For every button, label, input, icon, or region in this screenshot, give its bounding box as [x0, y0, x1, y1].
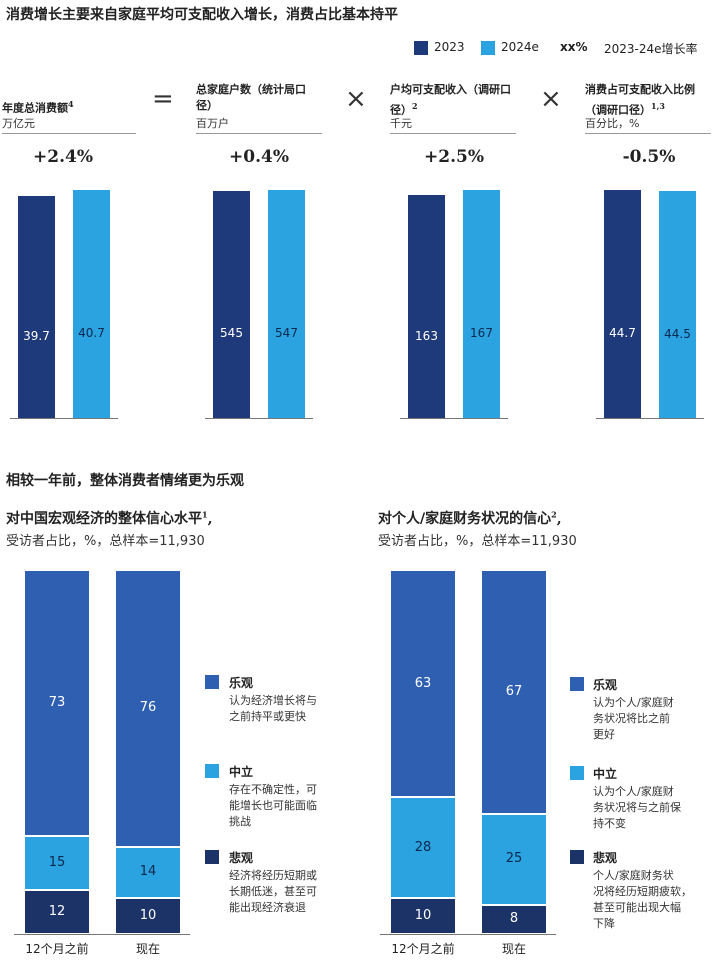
- macro-legend-desc-optimistic: 认为经济增长将与 之前持平或更快: [229, 694, 317, 723]
- section2-title: 相较一年前，整体消费者情绪更为乐观: [6, 473, 244, 489]
- chart4-title: 消费占可支配收入比例（调研口径）1,3: [585, 83, 695, 117]
- finance-segment-label-2-0: 10: [414, 907, 432, 923]
- macro-category-label-1: 现在: [135, 942, 160, 956]
- finance-segment-2-1: [482, 905, 546, 933]
- macro-segment-1-1: [116, 847, 180, 897]
- finance-segment-1-1: [482, 814, 546, 904]
- finance-legend-label-neutral: 中立: [593, 767, 618, 781]
- chart4-bar-label-2024e: 44.5: [664, 326, 691, 341]
- macro-segment-1-0: [25, 836, 89, 890]
- legend-swatch-2023: [414, 41, 428, 55]
- chart3-bar-2023: [408, 195, 445, 418]
- finance-segment-0-0: [391, 571, 455, 797]
- chart1-unit: 万亿元: [2, 117, 35, 130]
- chart1-axis: [10, 418, 118, 419]
- macro-segment-label-0-0: 73: [48, 694, 66, 710]
- chart2-bar-2024e: [268, 190, 305, 418]
- finance-segment-label-1-1: 25: [505, 851, 523, 867]
- finance-segment-2-0: [391, 898, 455, 933]
- finance-segment-label-1-0: 28: [414, 839, 432, 855]
- macro-segment-0-0: [25, 571, 89, 835]
- chart3-bar-2024e: [463, 190, 500, 418]
- chart2-bar-label-2023: 545: [220, 326, 243, 341]
- legend-growth-marker: xx%: [560, 40, 588, 54]
- chart1-bar-label-2023: 39.7: [23, 328, 50, 343]
- finance-category-label-0: 12个月之前: [391, 942, 455, 956]
- chart1-rule: [2, 133, 136, 134]
- page-title: 消费增长主要来自家庭平均可支配收入增长，消费占比基本持平: [6, 7, 398, 23]
- finance-legend-desc-neutral: 认为个人/家庭财 务状况将与之前保 持不变: [593, 785, 681, 830]
- chart1-bar-2024e: [73, 190, 110, 418]
- chart2-title: 总家庭户数（统计局口径）: [196, 83, 306, 112]
- chart3-unit: 千元: [390, 117, 412, 130]
- macro-legend-swatch-neutral: [205, 764, 219, 778]
- macro-chart-axis: [14, 934, 190, 935]
- chart4-bar-label-2023: 44.7: [609, 326, 636, 340]
- chart1-bar-2023: [18, 195, 55, 418]
- finance-legend-desc-optimistic: 认为个人/家庭财 务状况将比之前 更好: [593, 696, 674, 741]
- chart4-growth: -0.5%: [622, 147, 676, 167]
- chart3-title: 户均可支配收入（调研口径）2: [390, 83, 511, 117]
- chart3-axis: [400, 418, 508, 419]
- finance-legend-label-pessimistic: 悲观: [593, 851, 618, 865]
- chart3-growth: +2.5%: [424, 147, 484, 167]
- legend-label-2023: 2023: [434, 40, 465, 54]
- multiply-operator-2: ×: [540, 84, 562, 114]
- chart3-bar-label-2024e: 167: [470, 326, 493, 340]
- finance-segment-0-1: [482, 571, 546, 813]
- macro-segment-0-1: [116, 571, 180, 846]
- macro-legend-desc-pessimistic: 经济将经历短期或 长期低迷，甚至可 能出现经济衰退: [229, 869, 317, 914]
- macro-segment-label-2-1: 10: [139, 907, 157, 923]
- macro-segment-label-0-1: 76: [139, 700, 157, 716]
- chart2-unit: 百万户: [196, 117, 229, 130]
- finance-segment-1-0: [391, 798, 455, 897]
- finance-category-label-1: 现在: [501, 942, 526, 956]
- chart2-axis: [205, 418, 313, 419]
- legend-swatch-2024e: [481, 41, 495, 55]
- chart4-unit: 百分比，%: [585, 117, 640, 130]
- finance-legend-swatch-optimistic: [570, 677, 584, 691]
- macro-legend-swatch-optimistic: [205, 675, 219, 689]
- chart2-bar-2023: [213, 190, 250, 418]
- chart4-bar-2024e: [659, 191, 696, 418]
- finance-legend-desc-pessimistic: 个人/家庭财务状 况将经历短期疲软， 甚至可能出现大幅 下降: [593, 869, 692, 930]
- finance-segment-label-0-1: 67: [505, 683, 523, 699]
- macro-legend-swatch-pessimistic: [205, 850, 219, 864]
- chart4-rule: [585, 133, 711, 134]
- macro-segment-label-2-0: 12: [48, 904, 66, 920]
- finance-segment-label-2-1: 8: [509, 911, 519, 927]
- macro-category-label-0: 12个月之前: [25, 942, 89, 956]
- chart3-bar-label-2023: 163: [415, 328, 438, 343]
- finance-chart-title: 对个人/家庭财务状况的信心2,: [378, 509, 562, 527]
- chart2-bar-label-2024e: 547: [275, 326, 298, 340]
- macro-segment-2-0: [25, 891, 89, 933]
- macro-segment-2-1: [116, 898, 180, 933]
- chart1-bar-label-2024e: 40.7: [78, 326, 105, 340]
- finance-legend-label-optimistic: 乐观: [593, 678, 618, 692]
- chart1-growth: +2.4%: [33, 147, 93, 167]
- chart2-growth: +0.4%: [229, 147, 289, 167]
- macro-chart-unit: 受访者占比，%，总样本=11,930: [6, 534, 205, 549]
- macro-legend-desc-neutral: 存在不确定性，可 能增长也可能面临 挑战: [229, 783, 317, 828]
- equals-operator: =: [152, 84, 174, 114]
- macro-legend-label-pessimistic: 悲观: [229, 851, 254, 865]
- macro-segment-label-1-0: 15: [48, 855, 66, 871]
- macro-chart-title: 对中国宏观经济的整体信心水平1,: [6, 509, 213, 527]
- chart3-rule: [390, 133, 516, 134]
- macro-segment-label-1-1: 14: [139, 864, 157, 880]
- multiply-operator-1: ×: [345, 84, 367, 114]
- finance-chart-axis: [380, 934, 556, 935]
- legend-growth-label: 2023-24e增长率: [604, 42, 698, 56]
- finance-segment-label-0-0: 63: [414, 675, 432, 691]
- finance-legend-swatch-neutral: [570, 766, 584, 780]
- chart1-title: 年度总消费额4: [2, 99, 74, 115]
- macro-legend-label-optimistic: 乐观: [229, 676, 254, 690]
- finance-legend-swatch-pessimistic: [570, 850, 584, 864]
- chart2-rule: [196, 133, 322, 134]
- finance-chart-unit: 受访者占比，%，总样本=11,930: [378, 534, 577, 549]
- legend-label-2024e: 2024e: [501, 40, 539, 54]
- chart4-bar-2023: [604, 190, 641, 418]
- chart4-axis: [596, 418, 704, 419]
- macro-legend-label-neutral: 中立: [229, 765, 254, 779]
